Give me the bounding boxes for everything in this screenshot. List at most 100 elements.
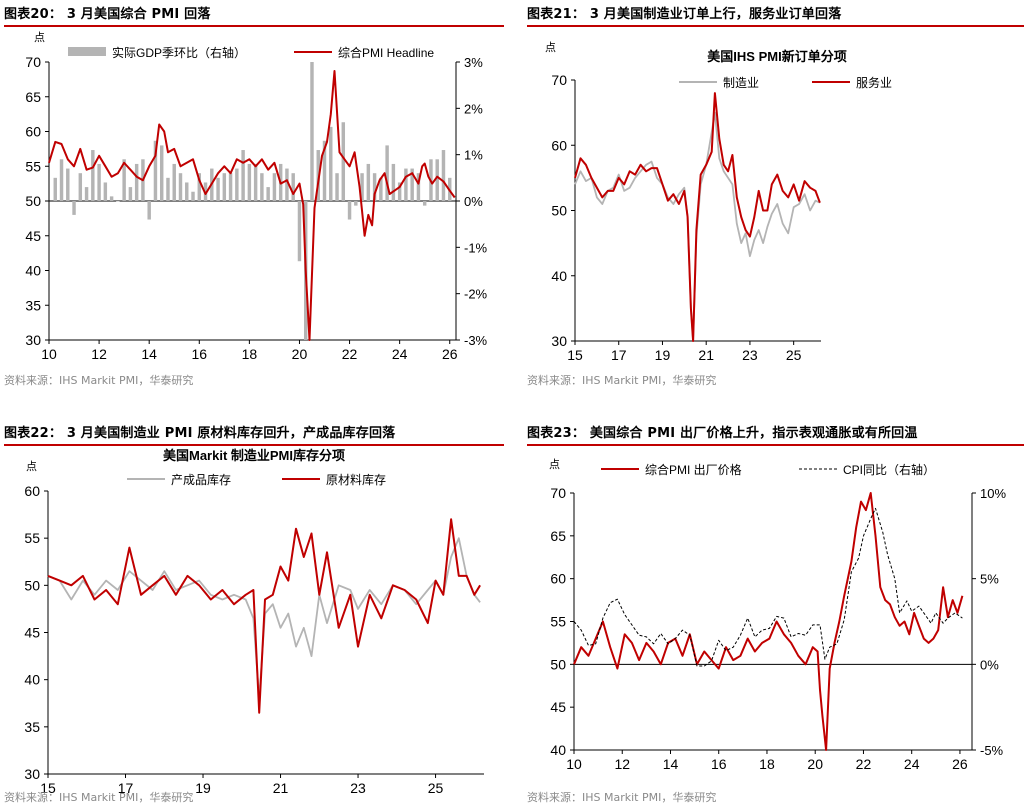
x-tick-label: 15 [40,780,56,793]
x-tick-label: 12 [614,756,630,772]
x-tick-label: 25 [428,780,444,793]
y-tick-label: 35 [24,719,40,735]
y2-tick-label: 0% [980,657,999,672]
gdp-bar [372,173,377,201]
gdp-bar [97,163,101,201]
panel-title: 图表21： 3 月美国制造业订单上行，服务业订单回落 [527,7,842,22]
gdp-bar [354,201,358,206]
gdp-bar [253,163,258,201]
gdp-bar [241,150,245,201]
gdp-bar [134,163,139,201]
y-tick-label: 50 [25,193,41,209]
chart-title: 美国Markit 制造业PMI库存分项 [163,448,345,463]
gdp-bar [53,177,57,201]
x-tick-label: 25 [786,347,802,363]
source-note: 资料来源：IHS Markit PMI，华泰研究 [4,374,194,387]
gdp-bar [122,159,126,201]
y2-tick-label: -3% [464,333,488,348]
y2-tick-label: 10% [980,486,1006,501]
panel-title: 图表20： 3 月美国综合 PMI 回落 [4,7,211,22]
gdp-bar [116,201,120,202]
gdp-bar [266,187,270,201]
x-tick-label: 14 [141,346,157,362]
y-tick-label: 50 [24,577,40,593]
y-tick-label: 60 [551,137,567,153]
gdp-bar [422,201,427,206]
x-tick-label: 24 [392,346,408,362]
chart-output-prices: 点 40 45 50 55 60 65 70 -5% 0% 5% 10% 10 12 14 16 18 20 22 2… [549,458,1006,772]
gdp-bar [128,187,133,201]
gdp-bar [66,168,70,201]
legend-label: 制造业 [723,76,759,90]
gdp-bar [235,168,239,201]
gdp-bar [360,173,364,201]
x-tick-label: 20 [807,756,823,772]
y-tick-label: 45 [550,699,566,715]
legend-label: 综合PMI 出厂价格 [645,462,742,477]
series-line-1 [574,92,821,342]
gdp-bar [260,173,264,201]
gdp-bar [397,182,402,201]
gdp-bar [335,173,339,201]
legend-label: 服务业 [856,75,892,90]
chart-panel-inventory: 图表22： 3 月美国制造业 PMI 原材料库存回升，产成品库存回落 美国Mar… [4,422,507,810]
panel-title: 图表23： 美国综合 PMI 出厂价格上升，指示表观通胀或有所回温 [527,426,918,441]
gdp-bar [441,150,446,201]
chart-panel-output-prices: 图表23： 美国综合 PMI 出厂价格上升，指示表观通胀或有所回温 点 40 45 5… [527,422,1027,810]
gdp-bar [291,173,295,201]
gdp-bar [347,201,352,220]
y-tick-label: 70 [550,485,566,501]
y-tick-label: 55 [550,614,566,630]
chart-panel-new-orders: 图表21： 3 月美国制造业订单上行，服务业订单回落 美国IHS PMI新订单分… [527,3,1027,393]
x-tick-label: 16 [191,346,207,362]
gdp-bar [166,177,170,201]
legend-label: 产成品库存 [171,472,231,487]
gdp-bar [178,173,183,201]
x-tick-label: 18 [759,756,775,772]
y-tick-label: 30 [551,333,567,349]
x-tick-label: 23 [742,347,758,363]
chart-panel-composite-pmi: 图表20： 3 月美国综合 PMI 回落 点 30 35 40 45 50 55 60 65 70… [4,3,507,393]
source-note: 资料来源：IHS Markit PMI，华泰研究 [4,791,194,804]
y-tick-label: 40 [25,263,41,279]
gdp-bar [72,201,76,215]
chart-composite-pmi: 点 30 35 40 45 50 55 60 65 70 -3% -2% -1% 0% 1% 2% 3% 10 12… [25,31,488,362]
gdp-bar [310,62,314,201]
series-line-1 [48,70,456,341]
x-tick-label: 10 [41,346,57,362]
y-tick-label: 40 [24,672,40,688]
legend-label: 原材料库存 [326,472,386,487]
gdp-bar [159,145,164,201]
y-tick-label: 60 [24,483,40,499]
y2-tick-label: 2% [464,101,483,116]
x-tick-label: 18 [242,346,258,362]
y2-tick-label: 1% [464,148,483,163]
panel-title: 图表22： 3 月美国制造业 PMI 原材料库存回升，产成品库存回落 [4,426,396,441]
x-tick-label: 12 [91,346,107,362]
x-tick-label: 26 [442,346,458,362]
x-tick-label: 24 [904,756,920,772]
y-tick-label: 30 [25,332,41,348]
y-tick-label: 65 [25,89,41,105]
gdp-bar [222,173,227,201]
x-tick-label: 22 [342,346,358,362]
gdp-bar [366,163,371,201]
x-tick-label: 17 [118,780,134,793]
y2-tick-label: -2% [464,287,488,302]
gdp-bar [185,182,189,201]
chart-title: 美国IHS PMI新订单分项 [707,49,846,64]
source-note: 资料来源：IHS Markit PMI，华泰研究 [527,791,717,804]
x-tick-label: 21 [698,347,714,363]
title-rule [527,25,1024,27]
y2-tick-label: 5% [980,572,999,587]
y-tick-label: 65 [550,528,566,544]
y-tick-label: 70 [25,54,41,70]
title-rule [4,444,504,446]
series-line-1 [47,518,481,714]
gdp-bar [84,187,89,201]
y-tick-label: 30 [24,766,40,782]
gdp-bar [416,173,421,201]
series-line-0 [573,492,964,751]
gdp-bar [404,168,408,201]
